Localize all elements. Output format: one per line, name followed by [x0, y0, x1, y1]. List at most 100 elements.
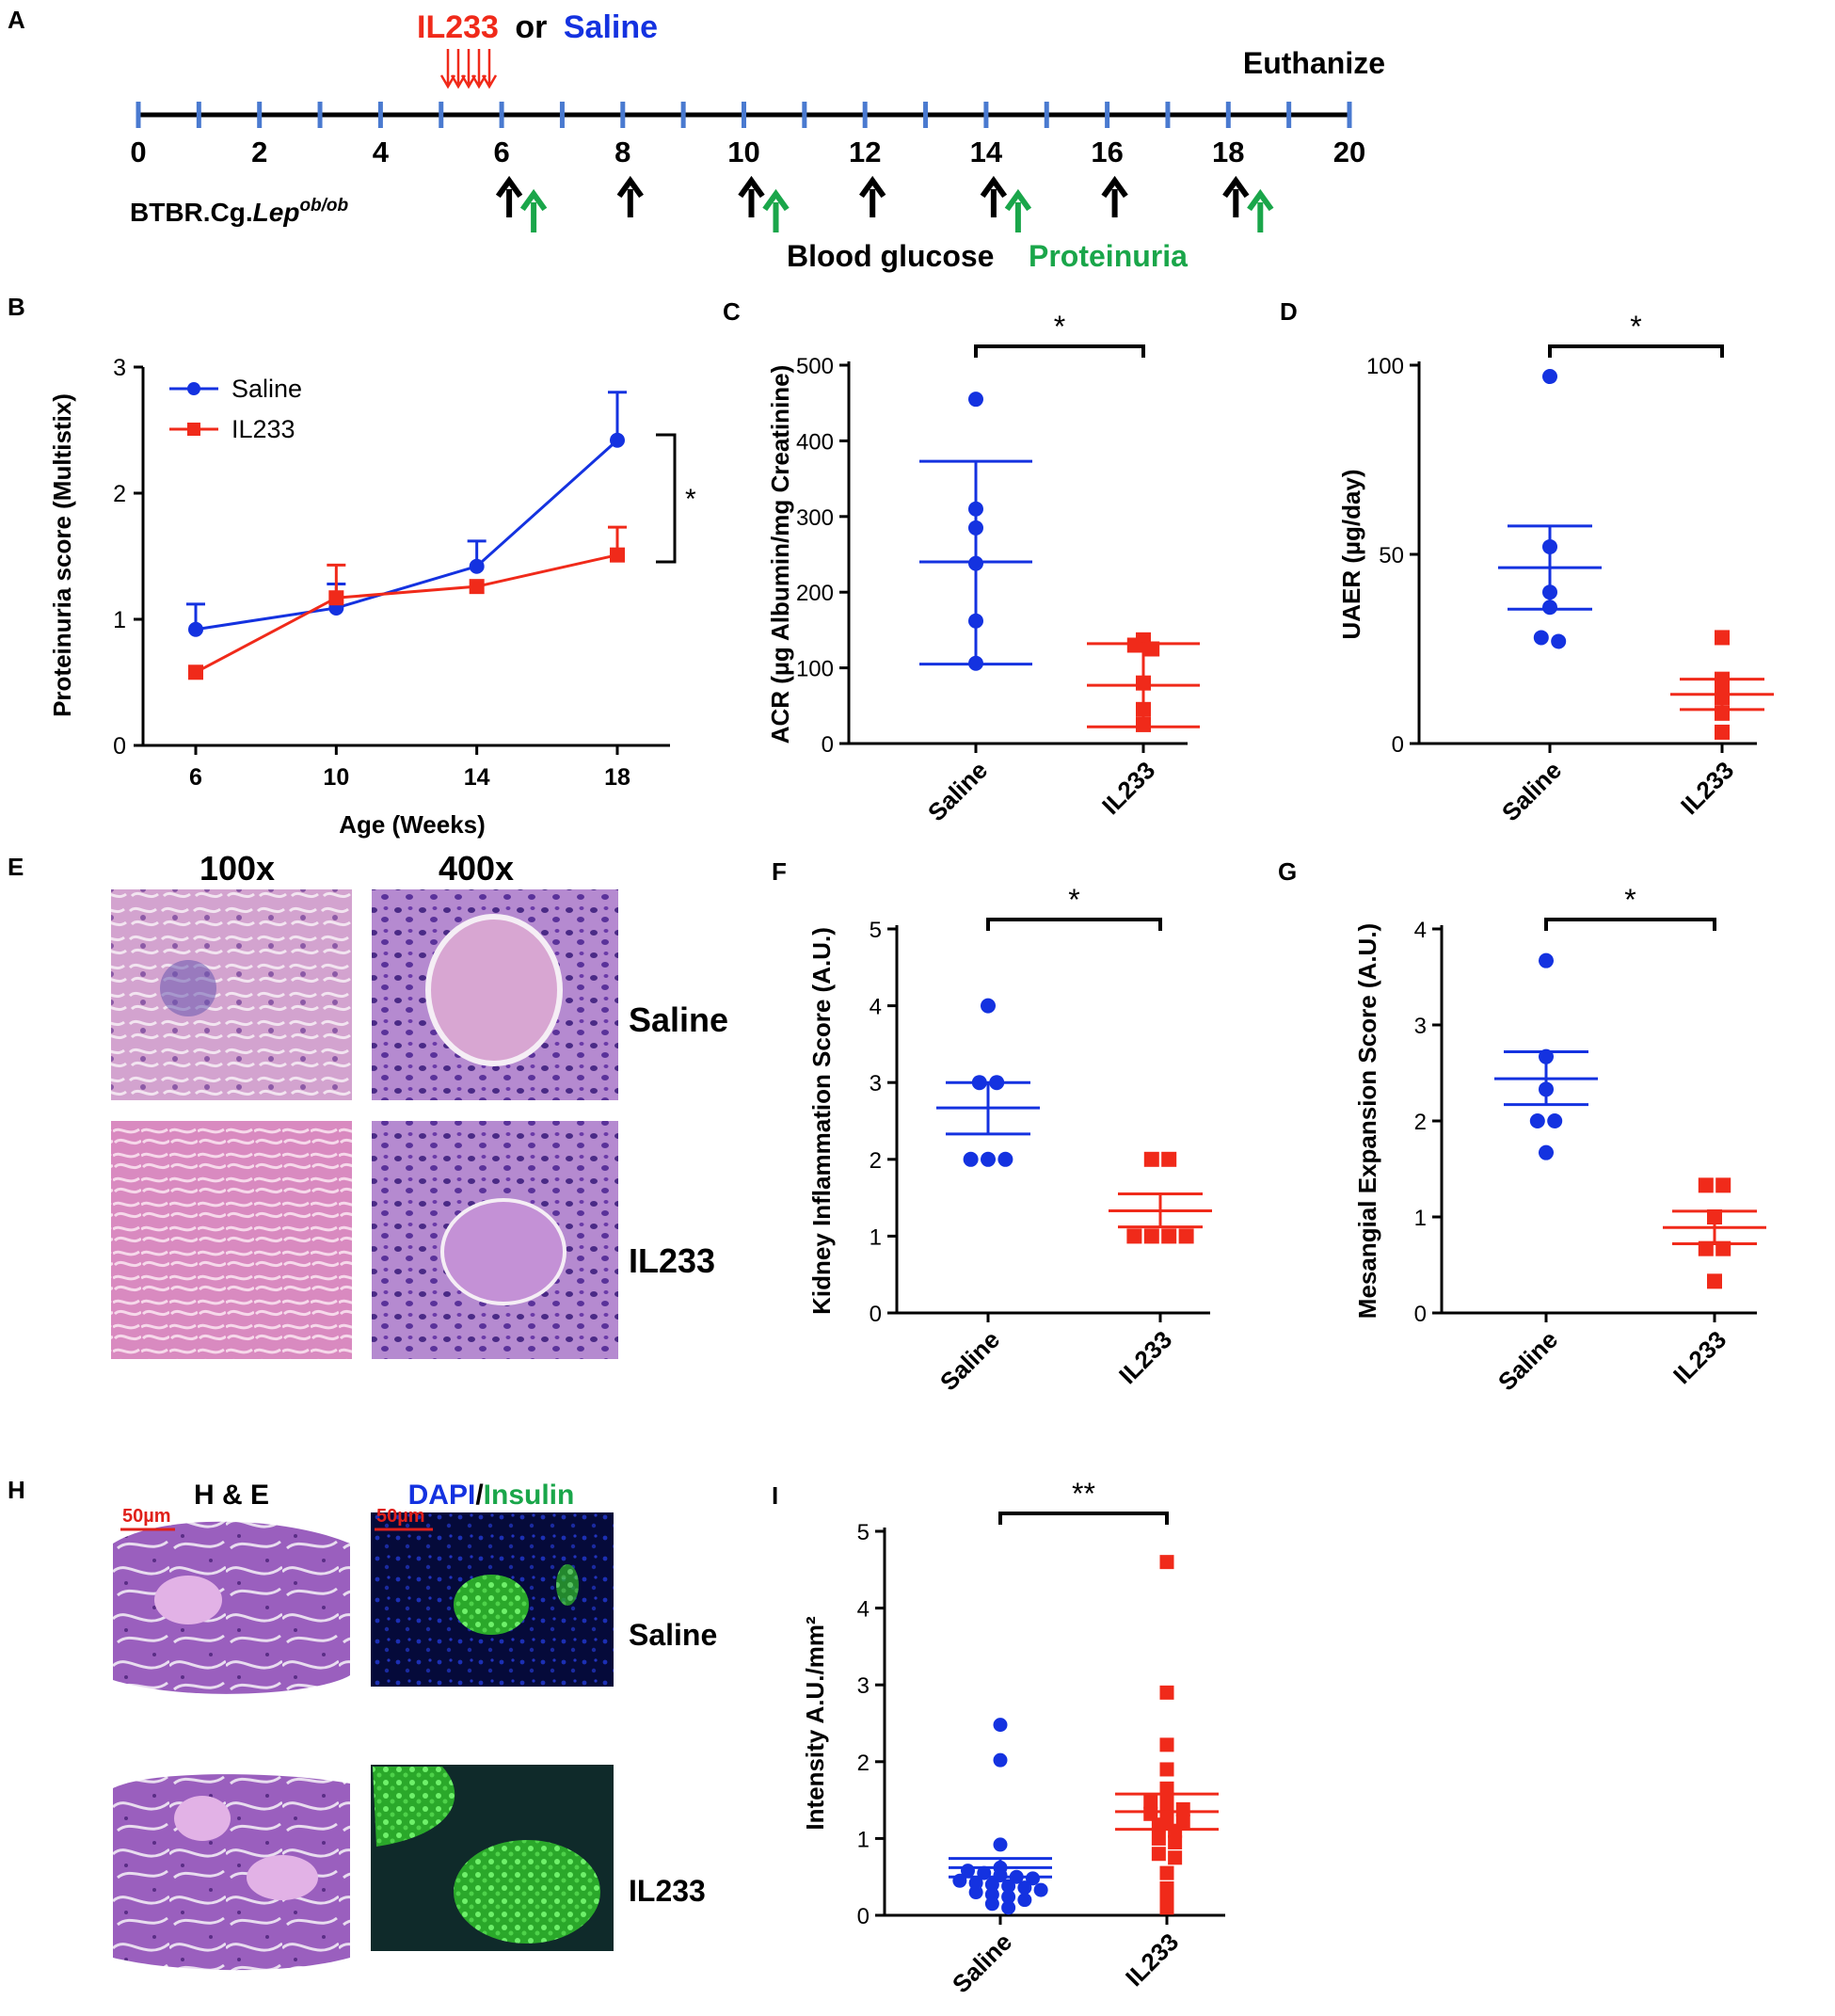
- h-row-il233: IL233: [629, 1874, 706, 1908]
- i-saline-point: [968, 1885, 983, 1900]
- i-y-tick-label: 2: [857, 1751, 870, 1776]
- f-x-tick-label: Saline: [934, 1325, 1005, 1396]
- e-col-100x: 100x: [199, 849, 275, 888]
- gene-name: Lep: [253, 198, 300, 227]
- pancreas-histology-panel: H & E DAPI/Insulin 50µm 50µm Saline IL23…: [113, 1480, 717, 1971]
- c-y-tick-label: 200: [796, 581, 834, 606]
- i-y-tick-label: 0: [857, 1904, 870, 1929]
- f-y-tick-label: 0: [870, 1302, 882, 1327]
- g-y-tick-label: 0: [1414, 1302, 1427, 1327]
- timeline-week-label: 8: [614, 136, 630, 168]
- c-y-tick-label: 0: [822, 732, 834, 758]
- e-col-400x: 400x: [439, 849, 514, 888]
- d-y-tick-label: 0: [1392, 732, 1404, 758]
- panel-letter-c: C: [723, 297, 741, 326]
- kidney-histology-panel: 100x 400x Saline IL233: [111, 849, 728, 1359]
- g-saline-point: [1539, 1144, 1554, 1160]
- blood-glucose-arrow: [859, 175, 886, 217]
- treatment-label: IL233: [417, 9, 499, 45]
- b-series: [186, 391, 627, 680]
- h-col-slash: /: [475, 1480, 484, 1511]
- f-il233-point: [1143, 1228, 1159, 1244]
- g-y-tick-label: 2: [1414, 1110, 1427, 1135]
- uaer-scatter-chart: 0 50 100 UAER (µg/day) Saline IL233 *: [1337, 310, 1774, 826]
- b-saline-point: [188, 621, 203, 637]
- b-significance-label: *: [685, 484, 696, 515]
- f-il233-point: [1126, 1228, 1142, 1244]
- control-label: Saline: [564, 9, 658, 45]
- i-significance-bracket: [998, 1512, 1169, 1525]
- c-x-tick-label: IL233: [1096, 756, 1160, 820]
- f-y-tick-label: 5: [870, 918, 882, 943]
- measurement-arrows: [495, 175, 1274, 232]
- panel-letter-f: F: [772, 857, 787, 886]
- panel-letter-g: G: [1278, 857, 1297, 886]
- f-saline-point: [981, 998, 996, 1014]
- b-x-tick-label: 18: [604, 764, 630, 791]
- pancreas-saline-he-image: [113, 1521, 350, 1694]
- g-x-tick-label: IL233: [1667, 1325, 1731, 1389]
- b-x-tick-label: 6: [189, 764, 202, 791]
- timeline-header: IL233 or Saline: [417, 9, 658, 45]
- d-significance-bracket: [1548, 344, 1724, 358]
- timeline-week-label: 10: [727, 136, 759, 168]
- i-y-tick-label: 3: [857, 1673, 870, 1699]
- g-saline-point: [1547, 1113, 1563, 1128]
- timeline-week-label: 2: [251, 136, 267, 168]
- d-x-tick-label: Saline: [1496, 756, 1567, 826]
- h-col-dapi-insulin: DAPI/Insulin: [408, 1480, 575, 1511]
- proteinuria-arrow: [762, 188, 790, 232]
- glomerulus-saline: [425, 914, 563, 1066]
- c-y-tick-label: 300: [796, 505, 834, 531]
- panel-letter-e: E: [8, 853, 24, 881]
- b-y-tick-label: 2: [113, 481, 126, 507]
- b-saline-point: [610, 432, 625, 448]
- f-il233-point: [1143, 1151, 1159, 1167]
- timeline-week-label: 4: [373, 136, 390, 168]
- proteinuria-arrow: [1247, 188, 1274, 232]
- injection-arrow: [460, 49, 477, 89]
- g-x-tick-label: Saline: [1492, 1325, 1563, 1396]
- proteinuria-line-chart: 0 1 2 3 6 10 14 18 Proteinuria score (Multistix…: [48, 355, 696, 839]
- b-y-tick-label: 1: [113, 607, 126, 633]
- d-saline-point: [1551, 633, 1567, 649]
- i-significance-label: **: [1072, 1477, 1095, 1511]
- injection-arrows: [439, 49, 498, 89]
- timeline-week-label: 6: [493, 136, 509, 168]
- islet-il233-he-1: [174, 1796, 231, 1841]
- c-y-axis-label: ACR (µg Albumin/mg Creatinine): [766, 365, 794, 744]
- b-x-tick-label: 10: [323, 764, 349, 791]
- f-il233-point: [1178, 1228, 1194, 1244]
- g-saline-point: [1529, 1113, 1545, 1128]
- euthanize-label: Euthanize: [1243, 46, 1385, 80]
- i-saline-point: [1001, 1879, 1016, 1894]
- i-il233-point: [1143, 1794, 1158, 1809]
- b-il233-point: [328, 590, 344, 606]
- islet-saline-insulin-edge: [556, 1564, 579, 1606]
- f-x-tick-label: IL233: [1113, 1325, 1177, 1389]
- i-il233-point: [1159, 1555, 1174, 1570]
- kidney-inflammation-scatter-chart: 0 1 2 3 4 5 Kidney Inflammation Score (A.U.) Sa…: [807, 883, 1212, 1396]
- g-y-tick-label: 3: [1414, 1014, 1427, 1039]
- scale-bar-insulin-label: 50µm: [376, 1506, 425, 1527]
- g-il233-point: [1715, 1177, 1731, 1193]
- i-saline-point: [1026, 1871, 1040, 1886]
- or-label: or: [515, 9, 547, 45]
- b-y-tick-label: 0: [113, 733, 126, 760]
- panel-letter-b: B: [8, 293, 25, 321]
- b-x-axis-label: Age (Weeks): [339, 810, 486, 839]
- blood-glucose-arrow: [1101, 175, 1128, 217]
- strain-label: BTBR.Cg.Lepob/ob: [130, 196, 349, 227]
- i-il233-point: [1168, 1834, 1183, 1849]
- f-il233-point: [1161, 1151, 1177, 1167]
- i-x-tick-label: IL233: [1120, 1928, 1184, 1992]
- blood-glucose-arrow: [616, 175, 644, 217]
- b-legend-saline-marker: [187, 382, 200, 395]
- h-col-dapi: DAPI: [408, 1480, 476, 1511]
- injection-arrow: [439, 49, 456, 89]
- glomerulus-il233: [440, 1198, 566, 1305]
- timeline-panel: IL233 or Saline Euthanize 0 2 4 6 8 10 12 14 16 1…: [130, 9, 1385, 273]
- i-il233-point: [1151, 1847, 1166, 1862]
